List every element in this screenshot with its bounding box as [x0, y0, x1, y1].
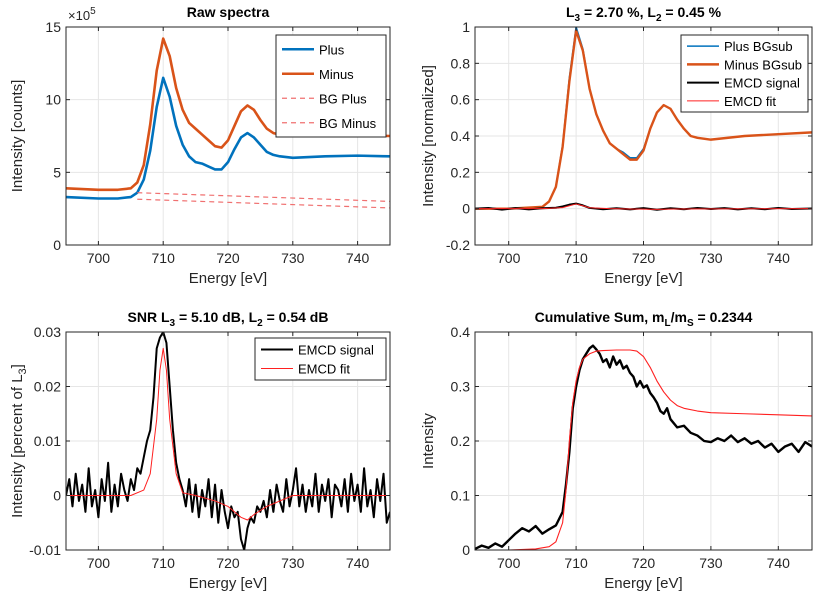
x-tick-label: 710 [152, 555, 176, 571]
y-tick-label: 0.01 [34, 433, 61, 449]
legend-label: Plus [319, 42, 345, 57]
legend-box [254, 337, 387, 381]
x-tick-label: 730 [699, 555, 723, 571]
series-line-bg-plus [137, 198, 390, 209]
legend-label: EMCD signal [298, 343, 374, 358]
x-tick-label: 730 [281, 555, 305, 571]
y-tick-label: 0 [462, 542, 470, 558]
y-tick-label: 15 [45, 19, 61, 35]
x-tick-label: 720 [632, 250, 656, 266]
x-tick-label: 740 [767, 555, 791, 571]
x-tick-label: 740 [767, 250, 791, 266]
legend-box [680, 34, 809, 113]
legend-label: EMCD fit [298, 362, 350, 377]
y-tick-label: 0.03 [34, 324, 61, 340]
x-axis-label: Energy [eV] [604, 270, 682, 287]
y-tick-label: 10 [45, 92, 61, 108]
x-tick-label: 740 [346, 555, 370, 571]
legend-label: Minus [319, 67, 354, 82]
chart-panel-4: 700 710 720 730 740 0 0.1 0.2 0.3 0.4 Energy [eV] I… [420, 309, 813, 592]
legend-label: EMCD signal [724, 76, 800, 91]
y-tick-label: -0.2 [446, 237, 470, 253]
y-tick-label: 0.2 [451, 164, 471, 180]
y-tick-label: 0.4 [451, 324, 471, 340]
series-line-cumulative-signal [475, 344, 812, 550]
legend-box [275, 34, 387, 138]
y-exponent-label: ×105 [68, 6, 96, 23]
legend: Plus Minus BG Plus BG Minus [275, 34, 387, 138]
legend-label: EMCD fit [724, 94, 776, 109]
x-tick-label: 740 [346, 250, 370, 266]
chart-title: Cumulative Sum, mL/mS = 0.2344 [535, 309, 753, 329]
y-axis-label: Intensity [counts] [9, 80, 26, 193]
y-axis-label: Intensity [normalized] [420, 65, 437, 207]
x-tick-label: 730 [281, 250, 305, 266]
chart-title: SNR L3 = 5.10 dB, L2 = 0.54 dB [128, 309, 329, 329]
chart-title: L3 = 2.70 %, L2 = 0.45 % [566, 4, 722, 24]
x-tick-label: 720 [632, 555, 656, 571]
series-line-emcd-fit [475, 203, 812, 210]
x-tick-label: 700 [497, 555, 521, 571]
y-tick-label: 0.8 [451, 55, 471, 71]
chart-title: Raw spectra [187, 4, 270, 20]
legend-label: BG Plus [319, 91, 367, 106]
y-tick-label: 1 [462, 19, 470, 35]
y-tick-label: 0 [53, 488, 61, 504]
y-tick-label: 0.2 [451, 433, 471, 449]
legend: Plus BGsub Minus BGsub EMCD signal EMCD fit [680, 34, 809, 113]
x-tick-label: 700 [87, 250, 111, 266]
y-tick-label: 0.3 [451, 379, 471, 395]
series-line-cumulative-fit [475, 349, 812, 550]
x-tick-label: 720 [216, 555, 240, 571]
series-line-emcd-fit [66, 347, 390, 521]
x-tick-label: 730 [699, 250, 723, 266]
legend-label: Plus BGsub [724, 39, 793, 54]
series-line-bg-minus [137, 192, 390, 202]
series-line-minus-bgsub [475, 29, 812, 210]
x-tick-label: 710 [564, 250, 588, 266]
series-group [66, 37, 390, 209]
legend-label: Minus BGsub [724, 57, 802, 72]
series-group [475, 27, 812, 211]
chart-panel-1: 700 710 720 730 740 0 5 10 15 ×105 Energy [eV] Inte… [9, 4, 391, 287]
series-group [475, 344, 812, 550]
y-tick-label: 5 [53, 164, 61, 180]
y-tick-label: 0.6 [451, 92, 471, 108]
x-tick-label: 720 [216, 250, 240, 266]
y-tick-label: 0.4 [451, 128, 471, 144]
y-tick-label: 0.1 [451, 488, 471, 504]
x-tick-label: 710 [152, 250, 176, 266]
series-line-emcd-signal [66, 332, 390, 550]
x-tick-label: 700 [497, 250, 521, 266]
y-axis-label: Intensity [percent of L3] [9, 364, 29, 518]
series-group [66, 332, 390, 550]
x-axis-label: Energy [eV] [189, 575, 267, 592]
y-tick-label: 0 [53, 237, 61, 253]
y-tick-label: 0.02 [34, 379, 61, 395]
x-tick-label: 700 [87, 555, 111, 571]
series-line-plus [66, 76, 390, 200]
y-tick-label: 0 [462, 201, 470, 217]
chart-panel-3: 700 710 720 730 740 -0.01 0 0.01 0.02 0.03 Energy … [9, 309, 391, 592]
legend-label: BG Minus [319, 116, 377, 131]
legend: EMCD signal EMCD fit [254, 337, 387, 381]
series-line-minus [66, 37, 390, 192]
x-axis-label: Energy [eV] [604, 575, 682, 592]
x-tick-label: 710 [564, 555, 588, 571]
y-tick-label: -0.01 [29, 542, 61, 558]
y-axis-label: Intensity [420, 413, 437, 469]
x-axis-label: Energy [eV] [189, 270, 267, 287]
chart-panel-2: 700 710 720 730 740 -0.2 0 0.2 0.4 0.6 0.8 1 Energy … [420, 4, 813, 287]
